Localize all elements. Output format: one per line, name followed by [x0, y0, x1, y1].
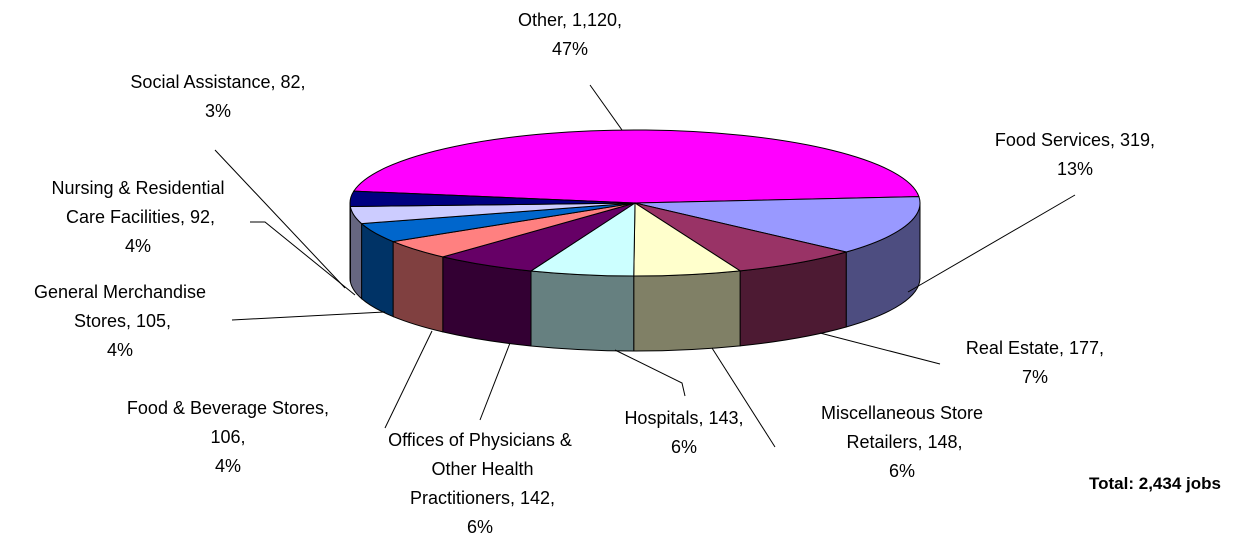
- label-line: Offices of Physicians &: [388, 430, 572, 450]
- slice-side: [443, 257, 531, 346]
- label-line: Real Estate: [966, 338, 1059, 358]
- separator: ,: [617, 10, 622, 30]
- category-label: Other: [518, 10, 563, 30]
- label-line: Practitioners: [405, 488, 510, 508]
- label-line: Other Health: [426, 459, 533, 479]
- category-label: Social Assistance: [130, 72, 270, 92]
- data-label: Offices of Physicians & Other Health Pra…: [388, 430, 572, 533]
- leader-line: [480, 343, 510, 420]
- percent-label: 6%: [467, 517, 493, 533]
- percent-label: 4%: [107, 340, 133, 360]
- data-label: Social Assistance, 82, 3%: [130, 72, 305, 121]
- separator: ,: [562, 10, 572, 30]
- label-line: Hospitals: [624, 408, 698, 428]
- percent-label: 3%: [205, 101, 231, 121]
- separator: ,: [510, 488, 520, 508]
- separator: ,: [1110, 130, 1120, 150]
- separator: ,: [958, 432, 963, 452]
- label-line: Food Services: [995, 130, 1110, 150]
- value-label: 1,120: [572, 10, 617, 30]
- value-label: 82: [281, 72, 301, 92]
- label-line: Miscellaneous Store: [821, 403, 983, 423]
- category-label: Food & Beverage Stores: [127, 398, 324, 418]
- value-label: 143: [708, 408, 738, 428]
- value-label: 148: [927, 432, 957, 452]
- percent-label: 13%: [1057, 159, 1093, 179]
- label-line: Stores: [69, 311, 126, 331]
- label-line: Retailers: [841, 432, 917, 452]
- label-line: General Merchandise: [34, 282, 206, 302]
- separator: ,: [271, 72, 281, 92]
- slice-side: [634, 271, 740, 351]
- separator: ,: [917, 432, 927, 452]
- separator: ,: [210, 207, 215, 227]
- label-line: Care Facilities: [61, 207, 180, 227]
- separator: ,: [301, 72, 306, 92]
- separator: ,: [241, 427, 246, 447]
- percent-label: 6%: [671, 437, 697, 457]
- data-label: General Merchandise Stores, 105, 4%: [34, 282, 206, 360]
- separator: ,: [1150, 130, 1155, 150]
- percent-label: 4%: [125, 236, 151, 256]
- leader-line: [232, 312, 385, 320]
- percent-label: 4%: [215, 456, 241, 476]
- leader-line: [908, 195, 1075, 292]
- category-label: General Merchandise Stores: [34, 282, 206, 331]
- leader-line: [820, 333, 940, 364]
- category-label: Food Services: [995, 130, 1110, 150]
- value-label: 177: [1069, 338, 1099, 358]
- data-label: Nursing & Residential Care Facilities, 9…: [51, 178, 224, 256]
- total-annotation: Total: 2,434 jobs: [1089, 474, 1221, 493]
- slice: [354, 130, 919, 203]
- data-label: Food Services, 319, 13%: [995, 130, 1155, 179]
- separator: ,: [126, 311, 136, 331]
- pie-tops: [350, 130, 920, 276]
- separator: ,: [1099, 338, 1104, 358]
- label-line: Social Assistance: [130, 72, 270, 92]
- leader-line: [712, 348, 775, 447]
- value-label: 105: [136, 311, 166, 331]
- separator: ,: [166, 311, 171, 331]
- leader-line: [385, 331, 432, 428]
- value-label: 142: [520, 488, 550, 508]
- leader-line: [250, 222, 355, 295]
- data-label: Other, 1,120, 47%: [518, 10, 622, 59]
- leader-line: [615, 350, 685, 396]
- data-label: Food & Beverage Stores,106,4%: [127, 398, 329, 476]
- separator: ,: [698, 408, 708, 428]
- percent-label: 7%: [1022, 367, 1048, 387]
- separator: ,: [324, 398, 329, 418]
- percent-label: 6%: [889, 461, 915, 481]
- category-label: Hospitals: [624, 408, 698, 428]
- label-line: Other: [518, 10, 563, 30]
- separator: ,: [550, 488, 555, 508]
- data-label: Miscellaneous Store Retailers, 148,6%: [821, 403, 983, 481]
- separator: ,: [180, 207, 190, 227]
- slice-side: [531, 271, 634, 351]
- value-label: 106: [210, 427, 240, 447]
- data-label: Real Estate, 177, 7%: [966, 338, 1104, 387]
- separator: ,: [739, 408, 744, 428]
- label-line: Nursing & Residential: [51, 178, 224, 198]
- value-label: 319: [1120, 130, 1150, 150]
- label-line: Food & Beverage Stores: [127, 398, 324, 418]
- separator: ,: [1059, 338, 1069, 358]
- leader-line: [215, 150, 345, 288]
- value-label: 92: [190, 207, 210, 227]
- percent-label: 47%: [552, 39, 588, 59]
- category-label: Real Estate: [966, 338, 1059, 358]
- leader-line: [590, 85, 622, 130]
- data-label: Hospitals, 143,6%: [624, 408, 743, 457]
